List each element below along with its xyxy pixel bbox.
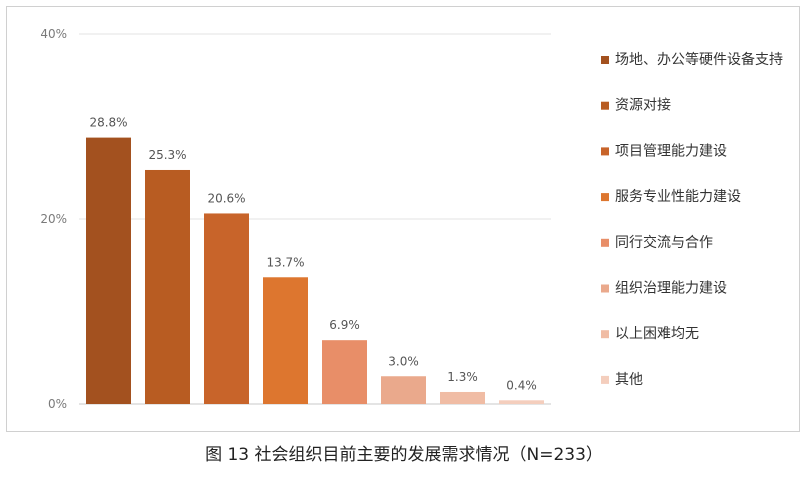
legend-swatch <box>601 193 609 202</box>
legend-label: 资源对接 <box>615 97 671 114</box>
legend-swatch <box>601 284 609 293</box>
y-tick-label: 0% <box>48 397 67 411</box>
bar <box>381 376 426 404</box>
legend-label: 同行交流与合作 <box>615 234 713 251</box>
bar-chart: 0% 20% 40% 28.8% 25.3% 20.6% 13.7% 6.9% 3.0% 1.3%… <box>40 27 783 411</box>
data-label: 1.3% <box>447 370 478 384</box>
data-label: 25.3% <box>148 148 186 162</box>
legend-swatch <box>601 147 609 156</box>
bar <box>145 169 190 404</box>
legend-label: 组织治理能力建设 <box>615 281 727 297</box>
data-label: 3.0% <box>388 354 419 368</box>
y-tick-label: 40% <box>40 27 67 41</box>
legend-label: 以上困难均无 <box>615 326 699 342</box>
figure-caption: 图 13 社会组织目前主要的发展需求情况（N=233） <box>205 445 603 465</box>
data-label: 20.6% <box>207 191 245 205</box>
bar <box>86 137 131 404</box>
data-label: 28.8% <box>89 116 127 130</box>
y-tick-label: 20% <box>40 212 67 226</box>
bar <box>440 391 485 404</box>
bar <box>322 340 367 404</box>
chart-frame: 0% 20% 40% 28.8% 25.3% 20.6% 13.7% 6.9% 3.0% 1.3%… <box>6 6 800 432</box>
bar <box>263 277 308 404</box>
legend-swatch <box>601 56 609 64</box>
data-label: 6.9% <box>329 318 360 332</box>
data-label: 13.7% <box>266 255 304 269</box>
bar <box>499 400 544 404</box>
bar <box>204 213 249 404</box>
legend-swatch <box>601 375 609 384</box>
legend-swatch <box>601 330 609 339</box>
legend-label: 服务专业性能力建设 <box>615 189 741 205</box>
legend-label: 其他 <box>615 372 643 388</box>
legend-label: 场地、办公等硬件设备支持 <box>615 51 783 68</box>
legend-label: 项目管理能力建设 <box>615 143 727 159</box>
legend-swatch <box>601 238 609 247</box>
legend-swatch <box>601 101 609 110</box>
data-label: 0.4% <box>506 378 537 392</box>
